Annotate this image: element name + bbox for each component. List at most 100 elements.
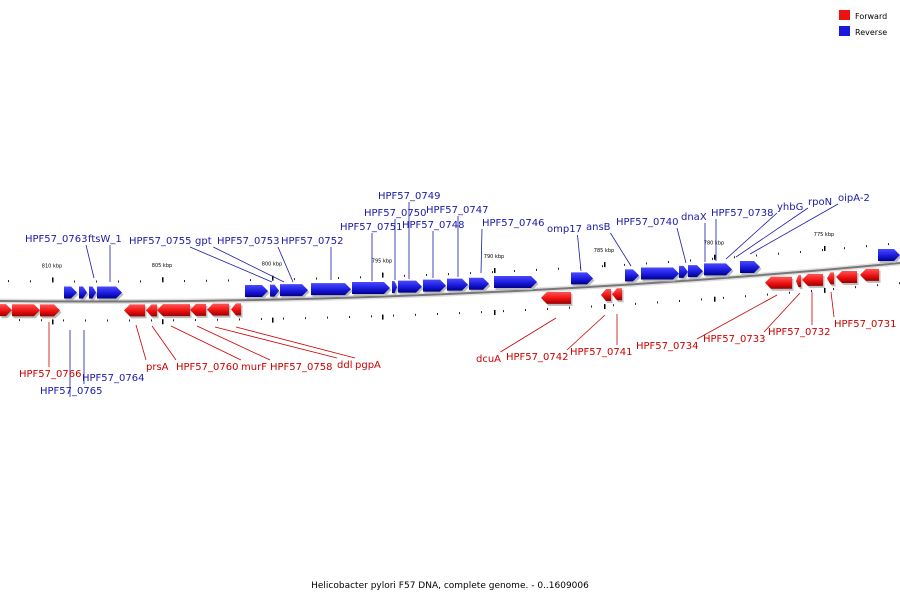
gene-label-hpf57-0765[interactable]: HPF57_0765 <box>40 386 102 397</box>
gene-arrow[interactable] <box>601 289 611 301</box>
gene-label-hpf57-0746[interactable]: HPF57_0746 <box>482 218 544 229</box>
gene-label-murf[interactable]: murF <box>241 362 267 373</box>
gene-label-dcua[interactable]: dcuA <box>476 354 501 365</box>
gene-arrow[interactable] <box>280 284 308 296</box>
gene-label-hpf57-0741[interactable]: HPF57_0741 <box>570 347 632 358</box>
gene-label-omp17[interactable]: omp17 <box>547 224 582 235</box>
gene-label-rpon[interactable]: rpoN <box>808 197 832 208</box>
minor-tick-mark <box>305 317 306 319</box>
legend-forward-label: Forward <box>855 12 887 21</box>
minor-tick-mark <box>360 276 361 278</box>
gene-arrow[interactable] <box>146 304 157 316</box>
minor-tick-mark <box>437 313 438 315</box>
minor-tick-mark <box>481 311 482 313</box>
gene-arrow[interactable] <box>231 303 241 315</box>
minor-tick-mark <box>503 310 504 312</box>
minor-tick-mark <box>657 301 658 303</box>
leader-line <box>677 228 686 263</box>
minor-tick-mark <box>173 319 174 321</box>
gene-arrow[interactable] <box>494 276 537 288</box>
gene-arrow[interactable] <box>311 283 351 295</box>
minor-tick-mark <box>767 294 768 296</box>
minor-tick-mark <box>140 280 141 282</box>
gene-label-hpf57-0750[interactable]: HPF57_0750 <box>364 208 426 219</box>
minor-tick-mark <box>294 278 295 280</box>
gene-label-hpf57-0749[interactable]: HPF57_0749 <box>378 191 440 202</box>
gene-label-hpf57-0751[interactable]: HPF57_0751 <box>340 222 402 233</box>
minor-tick-mark <box>591 306 592 308</box>
tick-label: 800 kbp <box>262 262 282 268</box>
minor-tick-mark <box>151 319 152 321</box>
gene-label-hpf57-0758[interactable]: HPF57_0758 <box>270 362 332 373</box>
minor-tick-mark <box>261 318 262 320</box>
gene-label-hpf57-0738[interactable]: HPF57_0738 <box>711 208 773 219</box>
gene-label-hpf57-0740[interactable]: HPF57_0740 <box>616 217 678 228</box>
genome-caption: Helicobacter pylori F57 DNA, complete ge… <box>311 581 589 591</box>
gene-label-ftsw-1[interactable]: ftsW_1 <box>88 234 122 245</box>
major-tick-mark <box>714 297 716 302</box>
gene-label-hpf57-0747[interactable]: HPF57_0747 <box>426 205 488 216</box>
minor-tick-mark <box>514 270 515 272</box>
gene-label-hpf57-0753[interactable]: HPF57_0753 <box>217 236 279 247</box>
minor-tick-mark <box>558 268 559 270</box>
gene-label-hpf57-0763[interactable]: HPF57_0763 <box>25 234 87 245</box>
leader-line <box>86 245 94 278</box>
gene-arrow[interactable] <box>612 288 622 300</box>
gene-label-oipa-2[interactable]: oipA-2 <box>838 193 870 204</box>
gene-label-hpf57-0732[interactable]: HPF57_0732 <box>768 327 830 338</box>
gene-label-ddl[interactable]: ddl <box>337 360 352 371</box>
minor-tick-mark <box>327 317 328 319</box>
gene-arrow[interactable] <box>802 274 823 286</box>
leader-line <box>236 327 355 358</box>
gene-label-hpf57-0752[interactable]: HPF57_0752 <box>281 236 343 247</box>
gene-label-hpf57-0760[interactable]: HPF57_0760 <box>176 362 238 373</box>
gene-arrow[interactable] <box>836 271 857 283</box>
minor-tick-mark <box>63 319 64 321</box>
gene-arrow[interactable] <box>641 268 679 280</box>
gene-label-prsa[interactable]: prsA <box>146 362 169 373</box>
gene-arrow[interactable] <box>860 269 879 281</box>
minor-tick-mark <box>217 319 218 321</box>
gene-arrows <box>0 249 900 318</box>
gene-label-hpf57-0766[interactable]: HPF57_0766 <box>19 369 81 380</box>
leader-line <box>152 326 176 360</box>
gene-label-dnax[interactable]: dnaX <box>681 212 707 223</box>
gene-label-hpf57-0734[interactable]: HPF57_0734 <box>636 341 698 352</box>
leader-line <box>567 315 605 350</box>
minor-tick-mark <box>822 249 823 251</box>
gene-label-hpf57-0764[interactable]: HPF57_0764 <box>82 373 144 384</box>
gene-arrow[interactable] <box>157 304 190 316</box>
leader-line <box>500 318 556 352</box>
minor-tick-mark <box>184 280 185 282</box>
minor-tick-mark <box>107 320 108 322</box>
gene-arrow[interactable] <box>190 304 206 316</box>
gene-label-hpf57-0731[interactable]: HPF57_0731 <box>834 319 896 330</box>
gene-label-hpf57-0755[interactable]: HPF57_0755 <box>129 236 191 247</box>
tick-label: 780 kbp <box>704 241 724 247</box>
minor-tick-mark <box>206 280 207 282</box>
gene-arrow[interactable] <box>124 304 145 316</box>
minor-tick-mark <box>118 280 119 282</box>
gene-label-ansb[interactable]: ansB <box>586 222 611 233</box>
gene-label-yhbg[interactable]: yhbG <box>777 202 803 213</box>
gene-arrow[interactable] <box>541 292 571 304</box>
major-tick-mark <box>52 319 54 324</box>
tick-label: 795 kbp <box>372 259 392 265</box>
minor-tick-mark <box>492 271 493 273</box>
tick-label: 805 kbp <box>152 263 172 269</box>
tick-label: 775 kbp <box>814 232 834 238</box>
gene-label-hpf57-0742[interactable]: HPF57_0742 <box>506 352 568 363</box>
gene-label-gpt[interactable]: gpt <box>195 236 212 247</box>
gene-label-hpf57-0733[interactable]: HPF57_0733 <box>703 334 765 345</box>
gene-arrow[interactable] <box>704 263 732 275</box>
gene-arrow[interactable] <box>352 282 390 294</box>
legend: Forward Reverse <box>839 10 887 37</box>
gene-arrow[interactable] <box>796 275 801 287</box>
gene-label-pgpa[interactable]: pgpA <box>355 360 381 371</box>
major-tick-mark <box>162 319 164 324</box>
minor-tick-mark <box>283 318 284 320</box>
gene-label-hpf57-0748[interactable]: HPF57_0748 <box>402 220 464 231</box>
gene-arrow[interactable] <box>207 304 229 316</box>
gene-arrow[interactable] <box>827 272 834 284</box>
